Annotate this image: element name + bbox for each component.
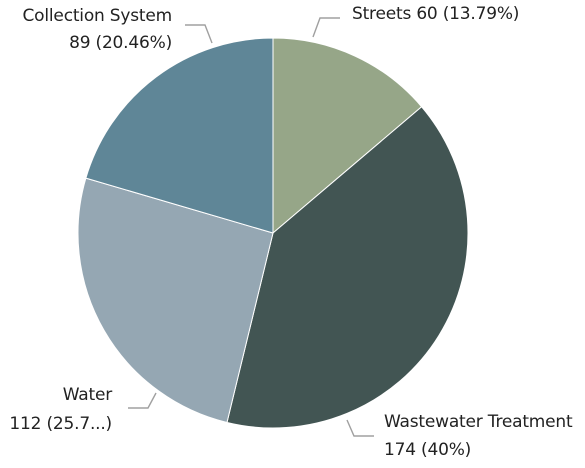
leader-line (185, 24, 213, 44)
slice-label: Streets 60 (13.79%) (352, 4, 519, 24)
slice-label: Water (63, 385, 112, 405)
leader-line (312, 17, 340, 38)
leader-line (346, 419, 374, 437)
slice-label: 174 (40%) (384, 440, 471, 460)
pie-slices (77, 37, 469, 429)
leader-line (128, 392, 157, 409)
slice-label: 112 (25.7...) (9, 414, 112, 434)
pie-slice-water (77, 177, 274, 424)
slice-label: 89 (20.46%) (69, 33, 172, 53)
slice-label: Collection System (23, 6, 172, 26)
pie-slice-streets (272, 37, 423, 235)
pie-slice-collection-system (85, 37, 274, 234)
slice-label: Wastewater Treatment (384, 412, 573, 432)
leader-lines (128, 17, 374, 437)
pie-slice-wastewater-treatment (226, 106, 469, 429)
slice-labels: Streets 60 (13.79%) Wastewater Treatment 1… (9, 4, 573, 460)
